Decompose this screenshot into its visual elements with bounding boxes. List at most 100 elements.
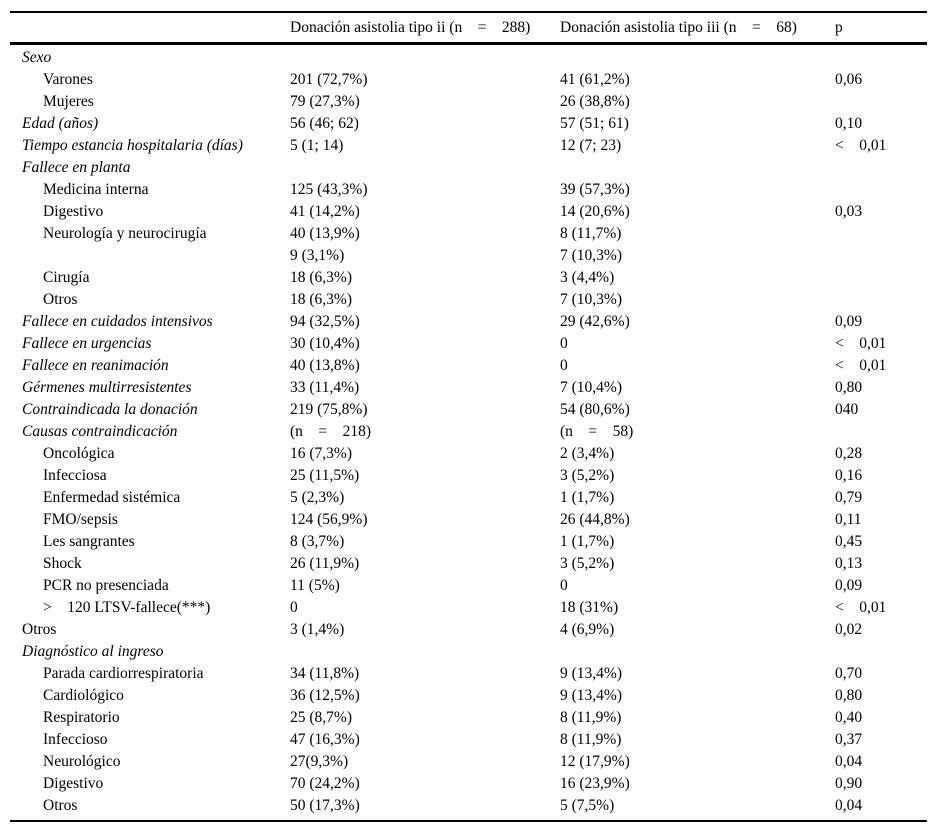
table-row: Varones 201 (72,7%) 41 (61,2%) 0,06 [10,69,927,91]
row-label: Sexo [22,49,52,66]
value-tipo-iii: 26 (44,8%) [560,511,630,528]
p-value: 0,28 [835,445,863,462]
value-tipo-ii: 9 (3,1%) [290,247,345,264]
table-header-row: Donación asistolia tipo ii (n = 288) Don… [10,11,927,45]
value-tipo-ii: 25 (8,7%) [290,709,352,726]
table-row: Respiratorio 25 (8,7%) 8 (11,9%) 0,40 [10,707,927,729]
p-value: 0,11 [835,511,862,528]
p-value: 0,90 [835,775,863,792]
value-tipo-ii: 34 (11,8%) [290,665,360,682]
value-tipo-ii: 18 (6,3%) [290,269,352,286]
p-value: 0,13 [835,555,863,572]
row-label: Gérmenes multirresistentes [22,379,192,396]
row-label: Parada cardiorrespiratoria [43,665,204,682]
header-tipo-ii: Donación asistolia tipo ii (n = 288) [290,19,531,36]
p-value: 0,16 [835,467,863,484]
value-tipo-iii: 29 (42,6%) [560,313,630,330]
row-label: Oncológica [43,445,115,462]
p-value: 0,80 [835,379,863,396]
value-tipo-iii: 5 (7,5%) [560,797,615,814]
value-tipo-iii: 7 (10,3%) [560,291,622,308]
table-row: Gérmenes multirresistentes 33 (11,4%) 7 (1… [10,377,927,399]
header-p: p [835,19,843,36]
table-row: Shock 26 (11,9%) 3 (5,2%) 0,13 [10,553,927,575]
table-row: Contraindicada la donación 219 (75,8%) 54 … [10,399,927,421]
table-row: Neurología y neurocirugía 40 (13,9%) 8 (11… [10,223,927,245]
table-row: Les sangrantes 8 (3,7%) 1 (1,7%) 0,45 [10,531,927,553]
value-tipo-iii: 7 (10,3%) [560,247,622,264]
header-tipo-iii: Donación asistolia tipo iii (n = 68) [560,19,797,36]
row-label: Infeccioso [43,731,108,748]
row-label: Fallece en cuidados intensivos [22,313,213,330]
table-row: Mujeres 79 (27,3%) 26 (38,8%) [10,91,927,113]
value-tipo-ii: 3 (1,4%) [290,621,345,638]
value-tipo-ii: 40 (13,9%) [290,225,360,242]
value-tipo-iii: 1 (1,7%) [560,489,615,506]
value-tipo-ii: 27(9,3%) [290,753,349,770]
p-value: 0,40 [835,709,863,726]
table-row: > 120 LTSV-fallece(***) 0 18 (31%) < 0,01 [10,597,927,619]
row-label: Contraindicada la donación [22,401,198,418]
value-tipo-iii: 0 [560,577,568,594]
table-row: 9 (3,1%) 7 (10,3%) [10,245,927,267]
value-tipo-ii: 41 (14,2%) [290,203,360,220]
value-tipo-iii: 9 (13,4%) [560,687,622,704]
table-row: Tiempo estancia hospitalaria (días) 5 (1;… [10,135,927,157]
row-label: Les sangrantes [43,533,135,550]
table-row: Fallece en urgencias 30 (10,4%) 0 < 0,01 [10,333,927,355]
value-tipo-iii: 8 (11,7%) [560,225,622,242]
table-row: Otros 3 (1,4%) 4 (6,9%) 0,02 [10,619,927,641]
value-tipo-ii: 33 (11,4%) [290,379,360,396]
value-tipo-ii: 11 (5%) [290,577,340,594]
p-value: 0,09 [835,313,863,330]
table-row: Neurológico 27(9,3%) 12 (17,9%) 0,04 [10,751,927,773]
value-tipo-ii: 56 (46; 62) [290,115,359,132]
table-row: Infeccioso 47 (16,3%) 8 (11,9%) 0,37 [10,729,927,751]
row-label: Infecciosa [43,467,107,484]
p-value: < 0,01 [835,137,887,154]
value-tipo-ii: 201 (72,7%) [290,71,368,88]
row-label: Otros [22,621,57,638]
value-tipo-ii: 50 (17,3%) [290,797,360,814]
value-tipo-iii: 14 (20,6%) [560,203,630,220]
table-row: Otros 50 (17,3%) 5 (7,5%) 0,04 [10,795,927,817]
row-label: Neurología y neurocirugía [43,225,207,242]
p-value: 0,06 [835,71,863,88]
row-label: > 120 LTSV-fallece(***) [43,599,211,616]
row-label: Tiempo estancia hospitalaria (días) [22,137,243,154]
table-row: Edad (años) 56 (46; 62) 57 (51; 61) 0,10 [10,113,927,135]
row-label: Fallece en planta [22,159,131,176]
value-tipo-ii: 40 (13,8%) [290,357,360,374]
p-value: 0,09 [835,577,863,594]
row-label: Respiratorio [43,709,120,726]
value-tipo-ii: 5 (2,3%) [290,489,345,506]
p-value: 0,70 [835,665,863,682]
p-value: 0,02 [835,621,863,638]
p-value: < 0,01 [835,335,887,352]
table-row: Cardiológico 36 (12,5%) 9 (13,4%) 0,80 [10,685,927,707]
p-value: 0,45 [835,533,863,550]
table-row: Cirugía 18 (6,3%) 3 (4,4%) [10,267,927,289]
row-label: Shock [43,555,82,572]
table-row: Infecciosa 25 (11,5%) 3 (5,2%) 0,16 [10,465,927,487]
p-value: 0,10 [835,115,863,132]
value-tipo-ii: 8 (3,7%) [290,533,345,550]
value-tipo-ii: 70 (24,2%) [290,775,360,792]
value-tipo-ii: 36 (12,5%) [290,687,360,704]
comparison-table: Donación asistolia tipo ii (n = 288) Don… [10,11,927,822]
p-value: 0,37 [835,731,863,748]
p-value: 0,79 [835,489,863,506]
value-tipo-ii: 0 [290,599,298,616]
value-tipo-iii: 26 (38,8%) [560,93,630,110]
table-row: Fallece en reanimación 40 (13,8%) 0 < 0,01 [10,355,927,377]
table-row: Medicina interna 125 (43,3%) 39 (57,3%) [10,179,927,201]
row-label: Digestivo [43,203,104,220]
row-label: Causas contraindicación [22,423,178,440]
table-row: Fallece en cuidados intensivos 94 (32,5%)… [10,311,927,333]
table-row: Diagnóstico al ingreso [10,641,927,663]
row-label: Neurológico [43,753,121,770]
value-tipo-iii: (n = 58) [560,423,634,440]
value-tipo-iii: 3 (5,2%) [560,555,615,572]
row-label: Cardiológico [43,687,124,704]
